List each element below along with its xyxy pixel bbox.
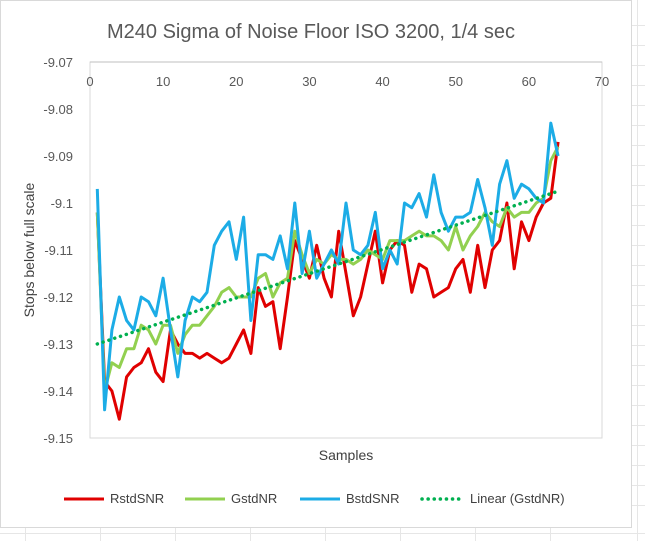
y-tick-label: -9.09 xyxy=(43,149,73,164)
x-tick-label: 50 xyxy=(448,74,462,89)
y-tick-label: -9.12 xyxy=(43,290,73,305)
legend: RstdSNR GstdNR BstdSNR Linear (GstdNR) xyxy=(64,491,565,506)
x-tick-label: 60 xyxy=(522,74,536,89)
x-tick-label: 0 xyxy=(86,74,93,89)
chart-title: M240 Sigma of Noise Floor ISO 3200, 1/4 … xyxy=(107,21,515,43)
y-tick-label: -9.14 xyxy=(43,384,73,399)
legend-label-linear-gstdnr: Linear (GstdNR) xyxy=(470,491,565,506)
y-tick-label: -9.08 xyxy=(43,102,73,117)
legend-label-bstdsnr: BstdSNR xyxy=(346,491,399,506)
plot-area xyxy=(89,61,603,439)
legend-label-gstdnr: GstdNR xyxy=(231,491,277,506)
series-line-linear-gstdnr xyxy=(95,189,560,346)
y-axis: -9.07 -9.08 -9.09 -9.1 -9.11 -9.12 -9.13 -9.14 -… xyxy=(43,55,73,446)
series-line-rstdsnr xyxy=(95,141,560,421)
y-tick-label: -9.15 xyxy=(43,431,73,446)
line-chart: M240 Sigma of Noise Floor ISO 3200, 1/4 … xyxy=(21,21,609,506)
x-tick-label: 70 xyxy=(595,74,609,89)
y-tick-label: -9.11 xyxy=(44,243,73,258)
x-axis: 0 10 20 30 40 50 60 70 xyxy=(86,74,609,89)
x-tick-label: 20 xyxy=(229,74,243,89)
x-tick-label: 40 xyxy=(375,74,389,89)
x-tick-label: 30 xyxy=(302,74,316,89)
legend-label-rstdsnr: RstdSNR xyxy=(110,491,164,506)
y-tick-label: -9.1 xyxy=(51,196,73,211)
x-axis-label: Samples xyxy=(319,447,373,463)
x-tick-label: 10 xyxy=(156,74,170,89)
y-axis-label: Stops below full scale xyxy=(21,182,37,317)
series-lines xyxy=(95,121,560,421)
y-tick-label: -9.13 xyxy=(43,337,73,352)
series-line-bstdsnr xyxy=(95,121,560,412)
y-tick-label: -9.07 xyxy=(43,55,73,70)
